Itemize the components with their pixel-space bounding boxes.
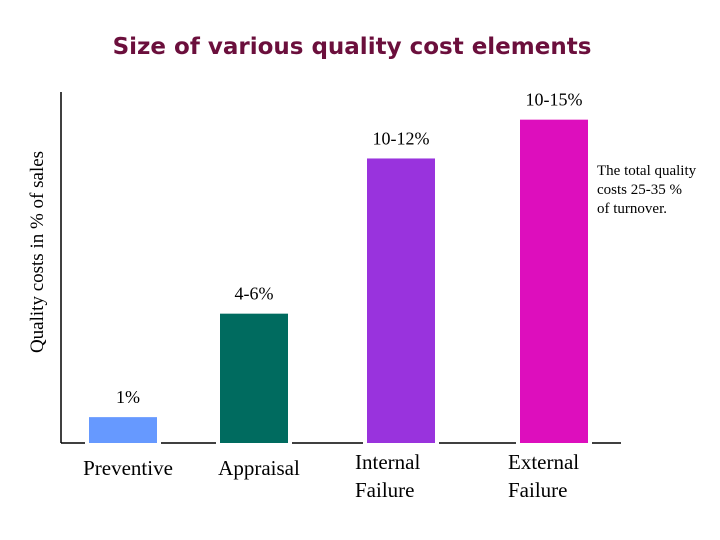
bars <box>89 119 588 444</box>
annotation-line-2: of turnover. <box>597 201 667 217</box>
data-labels: 1% 4-6% 10-12% 10-15% <box>116 90 583 407</box>
bar-3 <box>520 119 588 444</box>
annotation-line-0: The total quality <box>597 163 697 179</box>
data-label-2: 10-12% <box>373 128 430 148</box>
category-label-1-0: Appraisal <box>218 456 300 480</box>
bar-1 <box>220 313 288 443</box>
category-label-3-1: Failure <box>508 478 567 502</box>
y-axis-label: Quality costs in % of sales <box>27 151 48 353</box>
category-label-0-0: Preventive <box>83 456 173 480</box>
data-label-1: 4-6% <box>235 284 274 304</box>
data-label-3: 10-15% <box>526 90 583 110</box>
category-label-2-1: Failure <box>355 478 414 502</box>
annotation-line-1: costs 25-35 % <box>597 182 682 198</box>
category-label-3-0: External <box>508 450 579 474</box>
category-labels: Preventive Appraisal Internal Failure Extern… <box>83 450 579 502</box>
chart-title: Size of various quality cost elements <box>113 34 592 60</box>
bar-0 <box>89 417 157 443</box>
category-label-2-0: Internal <box>355 450 420 474</box>
data-label-0: 1% <box>116 387 140 407</box>
bar-2 <box>367 158 435 443</box>
total-cost-annotation: The total quality costs 25-35 % of turnove… <box>597 163 697 217</box>
